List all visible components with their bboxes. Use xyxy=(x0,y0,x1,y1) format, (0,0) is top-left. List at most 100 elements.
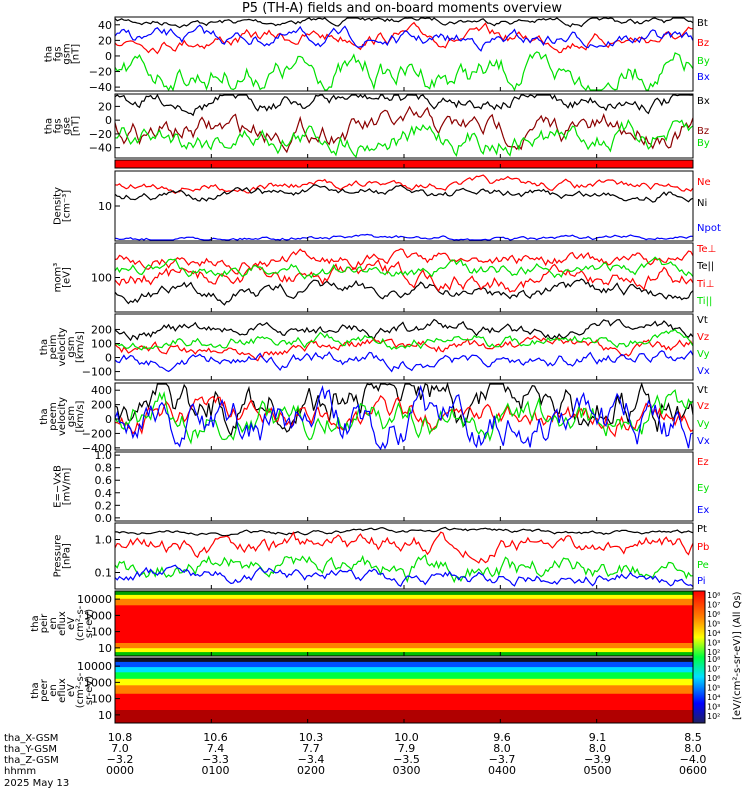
y-axis-label: sr-eV) xyxy=(84,676,95,705)
y-tick-label: −20 xyxy=(89,66,112,79)
series-line-Vx xyxy=(114,384,694,451)
y-tick-label: 10 xyxy=(98,642,112,655)
legend-Ni: Ni xyxy=(697,198,707,209)
time-row-value: 7.9 xyxy=(398,742,416,755)
series-line-Ti|| xyxy=(114,256,694,280)
y-axis-label: [km/s] xyxy=(75,400,86,432)
time-row-value: 8.5 xyxy=(684,731,702,744)
y-tick-label: 10 xyxy=(98,200,112,213)
y-axis-label: Pressure xyxy=(53,535,64,578)
y-axis-label: (cm²-s- xyxy=(75,672,86,708)
time-row-value: 0200 xyxy=(297,764,325,777)
y-axis-label: tha xyxy=(30,615,41,631)
legend-Ti⊥: Ti⊥ xyxy=(696,279,714,290)
series-line-Ne xyxy=(114,174,694,194)
colorbar-tick: 10⁶ xyxy=(707,674,720,683)
y-axis-label: [nT] xyxy=(71,44,82,64)
series-line-Ti⊥ xyxy=(114,259,694,293)
time-row-value: 0100 xyxy=(202,764,230,777)
spectrogram-band xyxy=(115,661,693,668)
panel-9: 1.0 0.1 Pressure[nPa] Pt Pb Pe Pi xyxy=(53,522,709,590)
panel-frame xyxy=(114,242,694,313)
y-tick-label: 10 xyxy=(98,709,112,722)
series-line-By xyxy=(114,51,694,92)
time-row-value: 8.0 xyxy=(493,742,511,755)
legend-By: By xyxy=(697,138,710,149)
legend-Te||: Te|| xyxy=(696,261,714,272)
time-row-value: 7.4 xyxy=(207,742,225,755)
y-tick-label: 10000 xyxy=(77,660,112,673)
time-row-value: 10.0 xyxy=(394,731,419,744)
time-row-value: 0500 xyxy=(584,764,612,777)
y-tick-label: 100 xyxy=(91,337,112,350)
y-axis-label: mom³ xyxy=(53,263,64,293)
y-axis-label: tha xyxy=(44,46,55,62)
y-tick-label: −20 xyxy=(89,128,112,141)
figure-title: P5 (TH-A) fields and on-board moments ov… xyxy=(242,1,562,16)
legend-Pi: Pi xyxy=(697,576,706,587)
y-axis-label: Density xyxy=(53,187,64,225)
panel-10: 10000 1000 100 10 thapeirenefluxeV(cm²-s-sr-… xyxy=(30,590,694,657)
colorbar-title: [eV/(cm²-s-sr-eV)] (All Qs) xyxy=(732,591,743,720)
spectrogram-band xyxy=(115,693,693,711)
y-axis-label: tha xyxy=(39,408,50,424)
y-tick-label: 0 xyxy=(105,50,112,63)
y-axis-label: tha xyxy=(39,339,50,355)
time-axis-labels: tha_X-GSM 10.8 10.6 10.3 10.0 9.6 9.1 8.5 tha_Y-… xyxy=(4,731,707,789)
y-tick-label: 20 xyxy=(98,34,112,47)
colorbar-tick: 10⁵ xyxy=(707,684,720,693)
time-row-value: 7.0 xyxy=(111,742,129,755)
series-line-Bz xyxy=(114,21,694,55)
spectrogram-band xyxy=(115,605,693,644)
legend-Vt: Vt xyxy=(697,385,708,396)
time-row-label: tha_X-GSM xyxy=(4,733,58,744)
spectrogram-band xyxy=(115,672,693,680)
time-row-value: 0000 xyxy=(106,764,134,777)
colorbar-tick: 10³ xyxy=(707,639,720,648)
series-line-By xyxy=(114,119,694,158)
y-tick-label: −40 xyxy=(89,81,112,94)
spectrogram-band xyxy=(115,643,693,649)
y-axis-label: tha xyxy=(44,118,55,134)
legend-Vz: Vz xyxy=(697,401,709,412)
y-tick-label: 200 xyxy=(91,399,112,412)
y-axis-label: eflux xyxy=(57,678,68,703)
time-row-value: 0300 xyxy=(393,764,421,777)
y-axis-label: eV xyxy=(66,684,77,697)
time-row-value: 8.0 xyxy=(589,742,607,755)
y-tick-label: 1000 xyxy=(84,676,112,689)
y-axis-label: [eV] xyxy=(62,267,73,288)
legend-Ti||: Ti|| xyxy=(696,296,712,307)
y-tick-label: 1.0 xyxy=(95,449,113,462)
series-line-Te⊥ xyxy=(114,248,694,275)
spectrogram-band xyxy=(115,667,693,673)
legend-Te⊥: Te⊥ xyxy=(696,244,716,255)
legend-Bx: Bx xyxy=(697,96,710,107)
colorbar-tick: 10⁸ xyxy=(707,655,720,664)
y-tick-label: 100 xyxy=(91,272,112,285)
y-axis-label: (cm²-s- xyxy=(75,605,86,641)
y-tick-label: 0.1 xyxy=(95,567,113,580)
y-tick-label: 100 xyxy=(91,626,112,639)
colorbar-tick: 10⁴ xyxy=(707,629,720,638)
time-row-value: 10.6 xyxy=(203,731,228,744)
series-line-Ni xyxy=(114,184,694,203)
panel-frame xyxy=(114,170,694,242)
legend-Npot: Npot xyxy=(697,223,721,234)
y-axis-label: [km/s] xyxy=(75,331,86,363)
y-axis-label: en xyxy=(48,684,59,697)
series-line-Pi xyxy=(114,564,694,588)
y-tick-label: 0 xyxy=(105,114,112,127)
spectrogram-band xyxy=(115,658,693,663)
series-line-Vy xyxy=(115,328,694,351)
y-axis-label: [mV/m] xyxy=(62,468,73,506)
colorbar-tick: 10⁵ xyxy=(707,620,720,629)
time-row-label: hhmm xyxy=(4,766,36,777)
y-axis-label: eflux xyxy=(57,611,68,636)
y-tick-label: −40 xyxy=(89,142,112,155)
y-tick-label: 0.0 xyxy=(95,512,113,525)
panel-5: 100 mom³[eV] Te⊥ Te|| Ti⊥ Ti|| xyxy=(53,242,716,313)
colorbar-tick: 10⁶ xyxy=(707,610,720,619)
y-tick-label: 0.8 xyxy=(95,462,113,475)
